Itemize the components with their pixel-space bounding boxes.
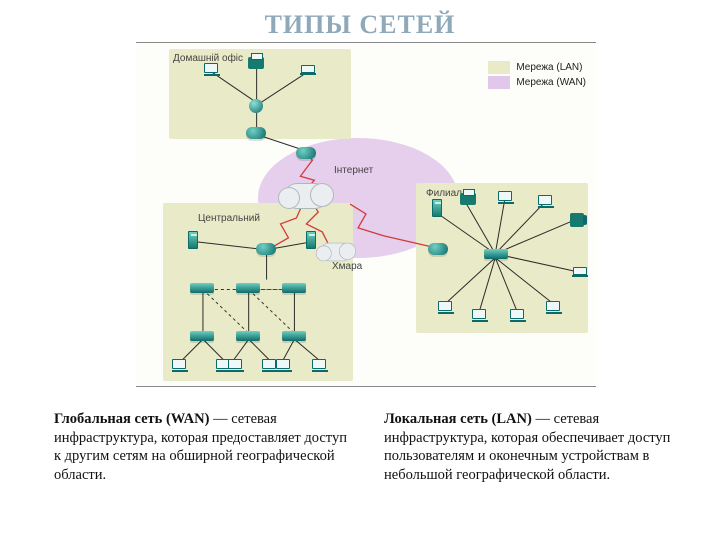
label-cloud: Хмара [332,261,362,272]
server-icon [306,231,316,249]
term-lan: Локальная сеть (LAN) [384,411,532,427]
cloud-icon [320,243,352,262]
pc-icon [312,359,328,373]
swatch-lan [488,61,510,74]
definition-wan: Глобальная сеть (WAN) — сетевая инфрастр… [54,410,354,484]
server-icon [188,231,198,249]
legend-wan-label: Мережа (WAN) [516,77,586,88]
legend-row-lan: Мережа (LAN) [488,61,586,74]
ap-icon [249,99,263,113]
laptop-icon [300,65,316,76]
ipphone-icon [570,213,584,227]
pc-icon [472,309,488,323]
printer-icon [248,57,264,69]
switch-icon [282,331,306,341]
label-branch: Филиал [426,188,462,199]
router-icon [256,243,276,255]
switch-icon [484,249,508,259]
legend-lan-label: Мережа (LAN) [516,62,582,73]
switch-icon [236,331,260,341]
router-icon [246,127,266,139]
printer-icon [460,193,476,205]
label-internet: Інтернет [334,165,373,176]
term-wan: Глобальная сеть (WAN) [54,411,209,427]
pc-icon [510,309,526,323]
label-central: Центральний [198,213,260,224]
laptop-icon [572,267,588,278]
switch-icon [236,283,260,293]
pc-icon [438,301,454,315]
pc-icon [228,359,244,373]
page-title: ТИПЫ СЕТЕЙ [0,10,720,40]
pc-icon [498,191,514,205]
switch-icon [190,331,214,341]
switch-icon [190,283,214,293]
router-icon [296,147,316,159]
definition-lan: Локальная сеть (LAN) — сетевая инфрастру… [384,410,684,484]
legend: Мережа (LAN) Мережа (WAN) [488,61,586,91]
pc-icon [538,195,554,209]
swatch-wan [488,76,510,89]
router-icon [428,243,448,255]
server-icon [432,199,442,217]
network-diagram: Домашній офіс Інтернет Филиал Центральни… [136,42,596,387]
pc-icon [276,359,292,373]
pc-icon [172,359,188,373]
cloud-icon [284,183,328,209]
switch-icon [282,283,306,293]
pc-icon [546,301,562,315]
pc-icon [204,63,220,77]
legend-row-wan: Мережа (WAN) [488,76,586,89]
